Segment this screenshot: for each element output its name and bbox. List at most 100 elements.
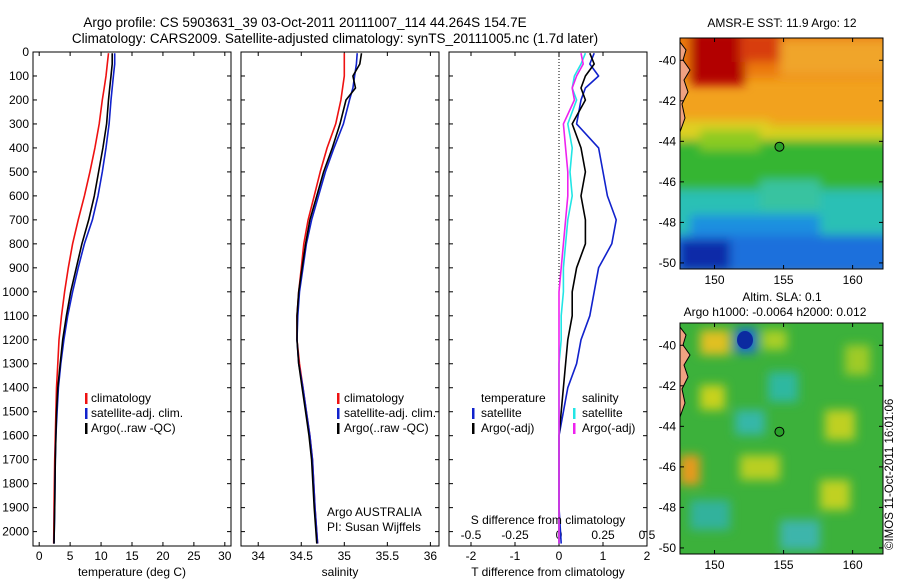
legend-label-s-satellite: satellite <box>582 406 623 420</box>
s-difference-x-tick-label: 0.25 <box>591 528 615 542</box>
s-difference-x-tick-label: -0.5 <box>461 528 482 542</box>
temperature-profiles <box>52 53 116 544</box>
salinity-x-tick-label: 35.5 <box>376 549 400 563</box>
depth-tick-label: 1200 <box>2 333 29 347</box>
lat-tick-label: -42 <box>659 94 677 108</box>
depth-tick-label: 300 <box>9 117 29 131</box>
sst-map-field <box>680 38 883 269</box>
coastline <box>680 326 691 418</box>
lat-tick-label: -46 <box>659 460 677 474</box>
sla-map-title: Altim. SLA: 0.1 <box>742 290 822 304</box>
depth-tick-label: 0 <box>22 45 29 59</box>
legend-label-satellite: satellite-adj. clim. <box>91 406 183 420</box>
sst-map-frame <box>679 37 884 270</box>
difference-profiles <box>558 52 618 544</box>
temperature-legend: climatology satellite-adj. clim. Argo(..… <box>85 391 183 435</box>
legend-label-satellite: satellite-adj. clim. <box>344 406 436 420</box>
sst-lat-axis: -40 -42 -44 -46 -48 -50 <box>659 53 883 270</box>
t-difference-x-tick-label: 2 <box>644 549 651 563</box>
legend-label-climatology: climatology <box>91 391 151 405</box>
depth-tick-label: 100 <box>9 69 29 83</box>
s-difference-x-tick-label: 0.5 <box>639 528 656 542</box>
depth-tick-label: 900 <box>9 261 29 275</box>
salinity-x-tick-label: 36 <box>424 549 438 563</box>
profile-line-temperature-argo-adj <box>558 52 596 544</box>
profile-line-salinity-argo-adj <box>558 53 585 544</box>
lat-tick-label: -44 <box>659 419 677 433</box>
t-difference-x-tick-label: 0 <box>556 549 563 563</box>
lon-tick-label: 150 <box>705 273 725 287</box>
depth-tick-label: 600 <box>9 189 29 203</box>
s-difference-x-tick-label: -0.25 <box>501 528 529 542</box>
depth-tick-label: 1900 <box>2 501 29 515</box>
legend-swatch-s-satellite <box>573 408 576 419</box>
lat-tick-label: -50 <box>659 256 677 270</box>
t-difference-x-tick-label: -2 <box>466 549 477 563</box>
argo-position-marker <box>774 141 785 152</box>
sst-lon-axis: 150 155 160 <box>705 38 863 287</box>
legend-swatch-argo <box>337 423 340 434</box>
legend-label-t-argo: Argo(-adj) <box>481 421 534 435</box>
depth-tick-label: 1000 <box>2 285 29 299</box>
legend-heading-temperature: temperature <box>481 391 546 405</box>
lat-tick-label: -44 <box>659 134 677 148</box>
lat-tick-label: -50 <box>659 541 677 555</box>
depth-tick-label: 2000 <box>2 525 29 539</box>
legend-swatch-climatology <box>85 393 88 404</box>
temperature-x-tick-label: 0 <box>36 549 43 563</box>
sst-map-title: AMSR-E SST: 11.9 Argo: 12 <box>707 16 857 30</box>
lat-tick-label: -40 <box>659 338 677 352</box>
salinity-x-tick-label: 34 <box>252 549 266 563</box>
lon-tick-label: 160 <box>843 273 863 287</box>
legend-swatch-t-argo <box>472 423 475 434</box>
legend-label-s-argo: Argo(-adj) <box>582 421 635 435</box>
pi-label: PI: Susan Wijffels <box>327 520 421 534</box>
profile-line-argo-raw-qc <box>53 53 113 544</box>
coastline <box>680 41 691 133</box>
profile-line-satellite-adj-clim <box>296 53 358 544</box>
depth-tick-label: 1300 <box>2 357 29 371</box>
difference-legend: temperature satellite Argo(-adj) salinit… <box>472 391 635 435</box>
profile-line-argo-raw-qc <box>296 53 363 544</box>
sla-lat-axis: -40 -42 -44 -46 -48 -50 <box>659 338 883 555</box>
t-difference-x-tick-label: 1 <box>600 549 607 563</box>
depth-tick-label: 1100 <box>3 309 29 323</box>
legend-label-argo: Argo(..raw -QC) <box>344 421 429 435</box>
lon-tick-label: 155 <box>774 558 794 572</box>
legend-swatch-climatology <box>337 393 340 404</box>
legend-swatch-argo <box>85 423 88 434</box>
salinity-legend: climatology satellite-adj. clim. Argo(..… <box>337 391 436 435</box>
legend-swatch-s-argo <box>573 423 576 434</box>
temperature-x-tick-label: 20 <box>156 549 170 563</box>
t-difference-x-tick-label: -1 <box>510 549 521 563</box>
depth-tick-label: 1800 <box>2 477 29 491</box>
depth-tick-label: 1500 <box>2 405 29 419</box>
lon-tick-label: 155 <box>774 273 794 287</box>
depth-tick-label: 1600 <box>2 429 29 443</box>
depth-tick-label: 400 <box>9 141 29 155</box>
salinity-panel-frame <box>240 51 440 547</box>
lon-tick-label: 160 <box>843 558 863 572</box>
sla-map-subtitle: Argo h1000: -0.0064 h2000: 0.012 <box>684 305 867 319</box>
depth-tick-label: 800 <box>9 237 29 251</box>
lat-tick-label: -48 <box>659 500 677 514</box>
legend-heading-salinity: salinity <box>582 391 619 405</box>
temperature-x-axis: 0 5 10 15 20 25 30 <box>36 52 232 563</box>
sla-lon-axis: 150 155 160 <box>705 323 863 572</box>
depth-tick-label: 1700 <box>2 453 29 467</box>
sla-map-field <box>680 323 883 554</box>
lon-tick-label: 150 <box>705 558 725 572</box>
salinity-x-tick-label: 34.5 <box>290 549 314 563</box>
temperature-x-tick-label: 10 <box>94 549 108 563</box>
lat-tick-label: -46 <box>659 175 677 189</box>
lat-tick-label: -48 <box>659 215 677 229</box>
temperature-x-tick-label: 15 <box>125 549 139 563</box>
depth-tick-label: 700 <box>9 213 29 227</box>
profile-line-climatology <box>296 53 346 544</box>
lat-tick-label: -40 <box>659 53 677 67</box>
legend-swatch-satellite <box>85 408 88 419</box>
profile-line-climatology <box>52 53 110 544</box>
salinity-x-tick-label: 35 <box>338 549 352 563</box>
header-line-1: Argo profile: CS 5903631_39 03-Oct-2011 … <box>83 15 526 30</box>
